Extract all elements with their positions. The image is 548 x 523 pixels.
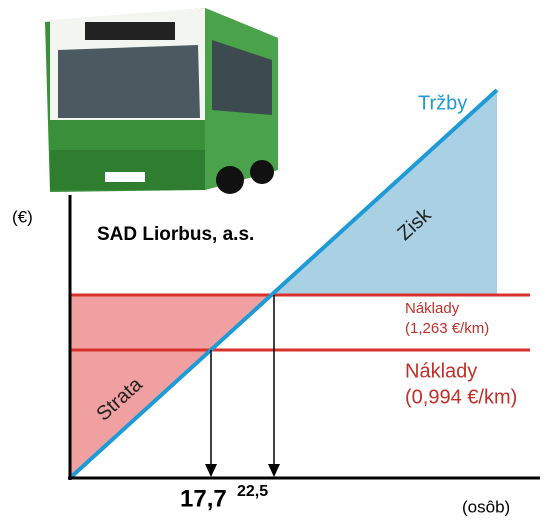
- revenue-label: Tržby: [418, 92, 467, 114]
- company-name: SAD Liorbus, a.s.: [97, 224, 254, 245]
- break-even-high: 22,5: [237, 483, 268, 500]
- x-axis-label: (osôb): [462, 497, 510, 516]
- cost-high-rate: (1,263 €/km): [405, 320, 489, 337]
- break-even-low: 17,7: [180, 485, 227, 512]
- bus-image: [45, 8, 278, 194]
- cost-low-rate: (0,994 €/km): [405, 386, 517, 408]
- arrow-head: [205, 464, 217, 477]
- cost-high-label: Náklady: [405, 300, 460, 317]
- cost-low-label: Náklady: [405, 360, 477, 382]
- y-axis-label: (€): [12, 207, 33, 226]
- revenue-line: [68, 88, 499, 480]
- arrow-head: [268, 464, 280, 477]
